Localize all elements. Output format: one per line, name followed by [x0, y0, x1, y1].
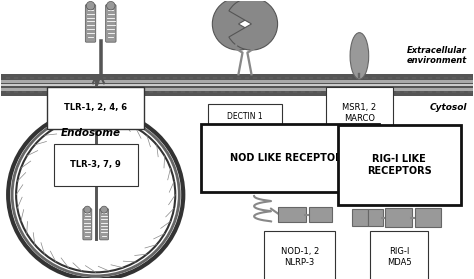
- FancyBboxPatch shape: [384, 208, 412, 227]
- Bar: [1, 74, 473, 96]
- Text: Cytosol: Cytosol: [429, 103, 467, 112]
- Ellipse shape: [100, 206, 108, 213]
- Bar: [1, 80, 473, 83]
- FancyBboxPatch shape: [353, 209, 368, 226]
- Ellipse shape: [16, 117, 175, 272]
- FancyBboxPatch shape: [85, 5, 96, 42]
- Text: RIG-I
MDA5: RIG-I MDA5: [387, 247, 411, 267]
- FancyBboxPatch shape: [106, 5, 116, 42]
- FancyBboxPatch shape: [208, 104, 282, 181]
- FancyBboxPatch shape: [279, 207, 306, 222]
- Wedge shape: [212, 0, 261, 50]
- Text: Endosome: Endosome: [61, 128, 121, 138]
- Text: Extracellular
environment: Extracellular environment: [407, 46, 467, 65]
- Bar: [1, 84, 473, 86]
- Text: TLR-1, 2, 4, 6: TLR-1, 2, 4, 6: [64, 103, 128, 112]
- Text: MSR1, 2
MARCO: MSR1, 2 MARCO: [342, 103, 376, 122]
- Text: RIG-I LIKE
RECEPTORS: RIG-I LIKE RECEPTORS: [367, 154, 431, 176]
- Wedge shape: [229, 0, 278, 50]
- Ellipse shape: [350, 33, 369, 79]
- Text: DECTIN 1
MR
MGL
MINCLE
MAFA: DECTIN 1 MR MGL MINCLE MAFA: [227, 112, 263, 173]
- Bar: [1, 88, 473, 91]
- Ellipse shape: [84, 206, 91, 213]
- Text: NOD LIKE RECEPTORS: NOD LIKE RECEPTORS: [230, 153, 350, 163]
- FancyBboxPatch shape: [309, 207, 332, 222]
- Ellipse shape: [107, 1, 115, 10]
- FancyBboxPatch shape: [83, 209, 92, 240]
- Text: TLR-3, 7, 9: TLR-3, 7, 9: [70, 160, 121, 169]
- FancyBboxPatch shape: [368, 209, 383, 226]
- FancyBboxPatch shape: [415, 208, 441, 227]
- Ellipse shape: [86, 1, 95, 10]
- Text: NOD-1, 2
NLRP-3: NOD-1, 2 NLRP-3: [281, 247, 319, 267]
- FancyBboxPatch shape: [100, 209, 109, 240]
